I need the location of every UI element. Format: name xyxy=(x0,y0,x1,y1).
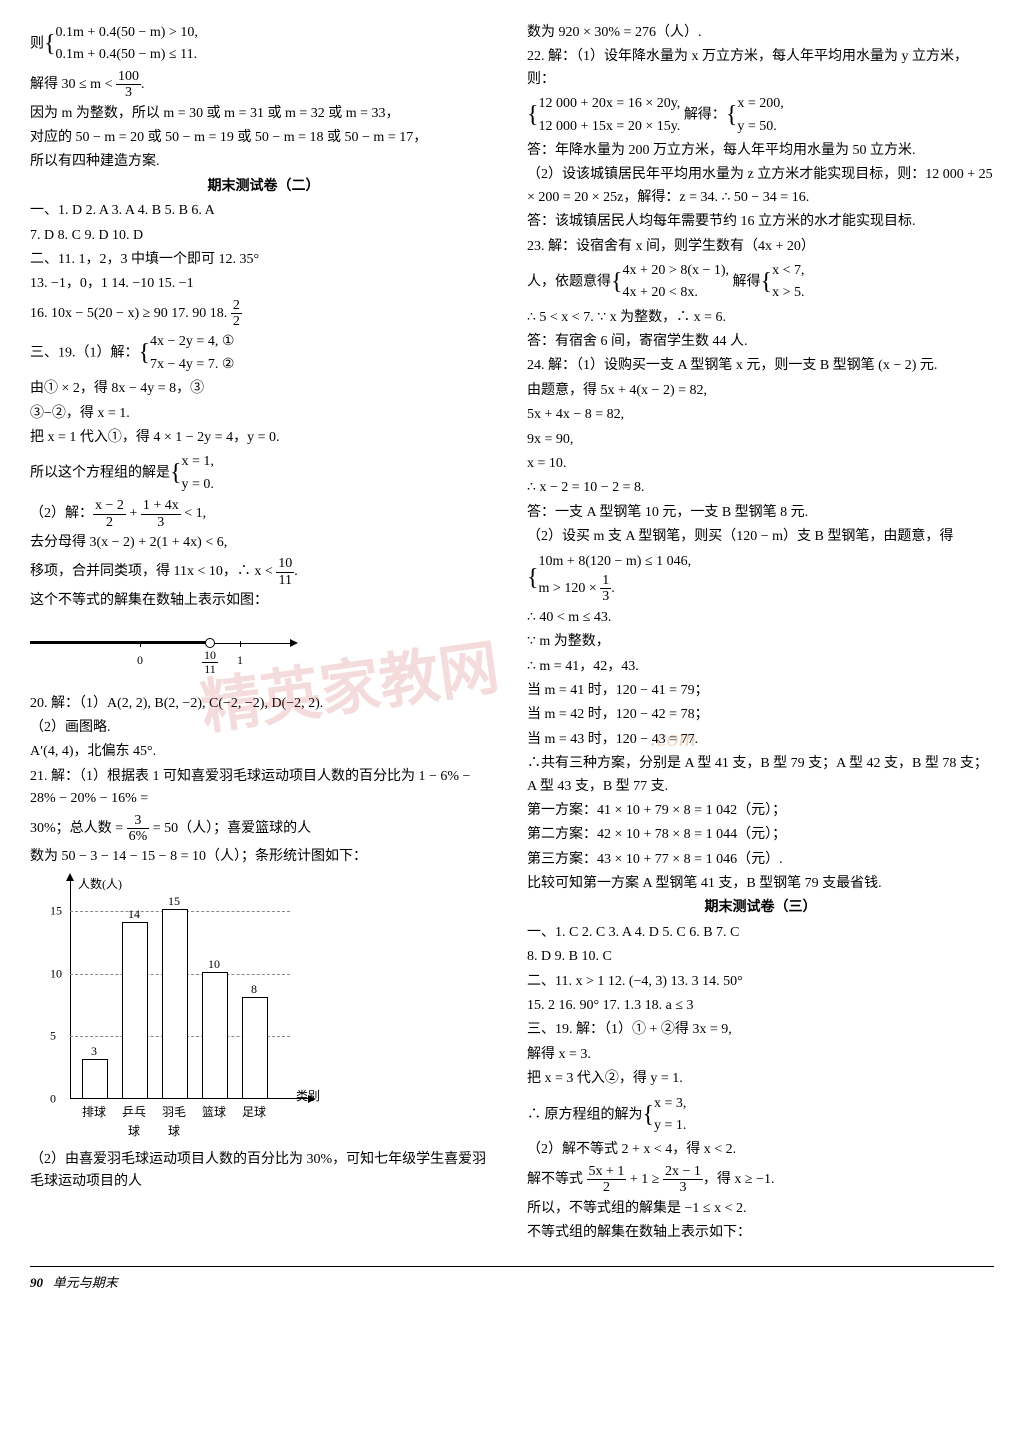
section-heading: 期末测试卷（三） xyxy=(527,897,994,919)
text-line: 三、19. 解：（1）① + ②得 3x = 9, xyxy=(527,1019,994,1041)
text-line: 当 m = 43 时，120 − 43 = 77. xyxy=(527,729,994,751)
text-line: 7. D 8. C 9. D 10. D xyxy=(30,225,497,247)
text-line: 二、11. 1，2，3 中填一个即可 12. 35° xyxy=(30,249,497,271)
text-line: （2）由喜爱羽毛球运动项目人数的百分比为 30%，可知七年级学生喜爱羽毛球运动项… xyxy=(30,1149,497,1194)
text-line: 8. D 9. B 10. C xyxy=(527,946,994,968)
text-line: （2）画图略. xyxy=(30,717,497,739)
text-line: 则{0.1m + 0.4(50 − m) > 10,0.1m + 0.4(50 … xyxy=(30,22,497,67)
text-line: 5x + 4x − 8 = 82, xyxy=(527,404,994,426)
text-line: 人，依题意得{4x + 20 > 8(x − 1),4x + 20 < 8x. … xyxy=(527,260,994,305)
text-line: （2）设买 m 支 A 型钢笔，则买（120 − m）支 B 型钢笔，由题意，得 xyxy=(527,526,994,548)
text-line: 解得 x = 3. xyxy=(527,1044,994,1066)
text-line: A′(4, 4)，北偏东 45°. xyxy=(30,741,497,763)
content-columns: 则{0.1m + 0.4(50 − m) > 10,0.1m + 0.4(50 … xyxy=(30,20,994,1246)
text-line: 对应的 50 − m = 20 或 50 − m = 19 或 50 − m =… xyxy=(30,127,497,149)
footer-title: 单元与期末 xyxy=(53,1275,118,1290)
bar-chart: 人数(人) 类别 5101503排球14乒乓球15羽毛球10篮球8足球 xyxy=(30,879,310,1139)
text-line: （2）设该城镇居民年平均用水量为 z 立方米才能实现目标，则：12 000 + … xyxy=(527,164,994,209)
text-line: {10m + 8(120 − m) ≤ 1 046,m > 120 × 13. xyxy=(527,551,994,605)
text-line: 数为 920 × 30% = 276（人）. xyxy=(527,22,994,44)
text-line: 三、19.（1）解：{4x − 2y = 4, ①7x − 4y = 7. ② xyxy=(30,331,497,376)
text-line: 因为 m 为整数，所以 m = 30 或 m = 31 或 m = 32 或 m… xyxy=(30,103,497,125)
text-line: 当 m = 41 时，120 − 41 = 79； xyxy=(527,680,994,702)
left-column: 则{0.1m + 0.4(50 − m) > 10,0.1m + 0.4(50 … xyxy=(30,20,497,1246)
page-number: 90 xyxy=(30,1275,43,1290)
text-line: 30%；总人数 = 36% = 50（人）；喜爱篮球的人 xyxy=(30,813,497,845)
number-line: 0 1 1011 xyxy=(30,623,330,683)
text-line: 20. 解：（1）A(2, 2), B(2, −2), C(−2, −2), D… xyxy=(30,693,497,715)
text-line: 当 m = 42 时，120 − 42 = 78； xyxy=(527,704,994,726)
page-footer: 90 单元与期末 xyxy=(30,1273,994,1294)
text-line: 由① × 2，得 8x − 4y = 8，③ xyxy=(30,378,497,400)
text-line: 由题意，得 5x + 4(x − 2) = 82, xyxy=(527,380,994,402)
text-line: 24. 解：（1）设购买一支 A 型钢笔 x 元，则一支 B 型钢笔 (x − … xyxy=(527,355,994,377)
text-line: 第三方案：43 × 10 + 77 × 8 = 1 046（元）. xyxy=(527,849,994,871)
text-line: 所以有四种建造方案. xyxy=(30,151,497,173)
text-line: 移项，合并同类项，得 11x < 10，∴ x < 1011. xyxy=(30,556,497,588)
text-line: x = 10. xyxy=(527,453,994,475)
text-line: ∴ 5 < x < 7. ∵ x 为整数，∴ x = 6. xyxy=(527,307,994,329)
text-line: 数为 50 − 3 − 14 − 15 − 8 = 10（人）；条形统计图如下： xyxy=(30,846,497,868)
text-line: 二、11. x > 1 12. (−4, 3) 13. 3 14. 50° xyxy=(527,971,994,993)
text-line: 13. −1，0，1 14. −10 15. −1 xyxy=(30,273,497,295)
divider xyxy=(30,1266,994,1267)
text-line: ∴ m = 41，42，43. xyxy=(527,656,994,678)
text-line: 第二方案：42 × 10 + 78 × 8 = 1 044（元）； xyxy=(527,824,994,846)
text-line: 不等式组的解集在数轴上表示如下： xyxy=(527,1222,994,1244)
text-line: 21. 解：（1）根据表 1 可知喜爱羽毛球运动项目人数的百分比为 1 − 6%… xyxy=(30,766,497,811)
text-line: 一、1. D 2. A 3. A 4. B 5. B 6. A xyxy=(30,200,497,222)
text-line: 所以，不等式组的解集是 −1 ≤ x < 2. xyxy=(527,1198,994,1220)
text-line: 解不等式 5x + 12 + 1 ≥ 2x − 13，得 x ≥ −1. xyxy=(527,1164,994,1196)
text-line: ③−②，得 x = 1. xyxy=(30,403,497,425)
text-line: （2）解：x − 22 + 1 + 4x3 < 1, xyxy=(30,498,497,530)
text-line: 去分母得 3(x − 2) + 2(1 + 4x) < 6, xyxy=(30,532,497,554)
text-line: ∴ x − 2 = 10 − 2 = 8. xyxy=(527,477,994,499)
text-line: 答：年降水量为 200 万立方米，每人年平均用水量为 50 立方米. xyxy=(527,140,994,162)
text-line: 16. 10x − 5(20 − x) ≥ 90 17. 90 18. 22 xyxy=(30,298,497,330)
text-line: 答：有宿舍 6 间，寄宿学生数 44 人. xyxy=(527,331,994,353)
text-line: 这个不等式的解集在数轴上表示如图： xyxy=(30,590,497,612)
text-line: 比较可知第一方案 A 型钢笔 41 支，B 型钢笔 79 支最省钱. xyxy=(527,873,994,895)
right-column: 数为 920 × 30% = 276（人）. 22. 解：（1）设年降水量为 x… xyxy=(527,20,994,1246)
text-line: 把 x = 1 代入①，得 4 × 1 − 2y = 4，y = 0. xyxy=(30,427,497,449)
text-line: 答：该城镇居民人均每年需要节约 16 立方米的水才能实现目标. xyxy=(527,211,994,233)
text-line: 23. 解：设宿舍有 x 间，则学生数有（4x + 20） xyxy=(527,236,994,258)
text-line: ∴ 原方程组的解为{x = 3,y = 1. xyxy=(527,1093,994,1138)
text-line: 15. 2 16. 90° 17. 1.3 18. a ≤ 3 xyxy=(527,995,994,1017)
text-line: ∴共有三种方案，分别是 A 型 41 支，B 型 79 支；A 型 42 支，B… xyxy=(527,753,994,798)
text-line: 9x = 90, xyxy=(527,429,994,451)
text-line: ∴ 40 < m ≤ 43. xyxy=(527,607,994,629)
text-line: 22. 解：（1）设年降水量为 x 万立方米，每人年平均用水量为 y 立方米，则… xyxy=(527,46,994,91)
text-line: （2）解不等式 2 + x < 4，得 x < 2. xyxy=(527,1139,994,1161)
text-line: 把 x = 3 代入②，得 y = 1. xyxy=(527,1068,994,1090)
text-line: ∵ m 为整数， xyxy=(527,631,994,653)
section-heading: 期末测试卷（二） xyxy=(30,176,497,198)
text-line: {12 000 + 20x = 16 × 20y,12 000 + 15x = … xyxy=(527,93,994,138)
text-line: 所以这个方程组的解是{x = 1,y = 0. xyxy=(30,451,497,496)
text-line: 答：一支 A 型钢笔 10 元，一支 B 型钢笔 8 元. xyxy=(527,502,994,524)
text-line: 一、1. C 2. C 3. A 4. D 5. C 6. B 7. C xyxy=(527,922,994,944)
text-line: 第一方案：41 × 10 + 79 × 8 = 1 042（元）； xyxy=(527,800,994,822)
text-line: 解得 30 ≤ m < 1003. xyxy=(30,69,497,101)
